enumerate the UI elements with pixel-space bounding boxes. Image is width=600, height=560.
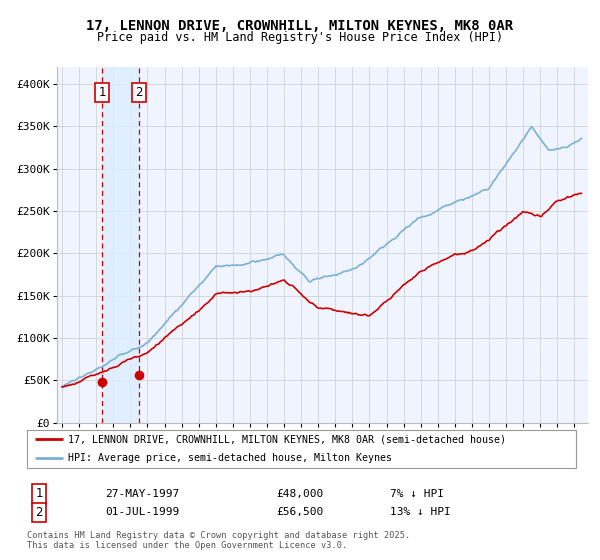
- Bar: [102, 67, 139, 423]
- Text: 2: 2: [35, 506, 43, 519]
- Text: 1: 1: [98, 86, 106, 99]
- Text: Price paid vs. HM Land Registry's House Price Index (HPI): Price paid vs. HM Land Registry's House …: [97, 31, 503, 44]
- Text: 7% ↓ HPI: 7% ↓ HPI: [390, 489, 444, 499]
- Text: £48,000: £48,000: [276, 489, 323, 499]
- Text: 17, LENNON DRIVE, CROWNHILL, MILTON KEYNES, MK8 0AR (semi-detached house): 17, LENNON DRIVE, CROWNHILL, MILTON KEYN…: [68, 434, 506, 444]
- Text: 13% ↓ HPI: 13% ↓ HPI: [390, 507, 451, 517]
- Text: HPI: Average price, semi-detached house, Milton Keynes: HPI: Average price, semi-detached house,…: [68, 453, 392, 463]
- Text: 2: 2: [135, 86, 143, 99]
- Text: 17, LENNON DRIVE, CROWNHILL, MILTON KEYNES, MK8 0AR: 17, LENNON DRIVE, CROWNHILL, MILTON KEYN…: [86, 19, 514, 33]
- Text: 27-MAY-1997: 27-MAY-1997: [105, 489, 179, 499]
- Text: 01-JUL-1999: 01-JUL-1999: [105, 507, 179, 517]
- Text: £56,500: £56,500: [276, 507, 323, 517]
- Text: 1: 1: [35, 487, 43, 501]
- Text: Contains HM Land Registry data © Crown copyright and database right 2025.
This d: Contains HM Land Registry data © Crown c…: [27, 531, 410, 550]
